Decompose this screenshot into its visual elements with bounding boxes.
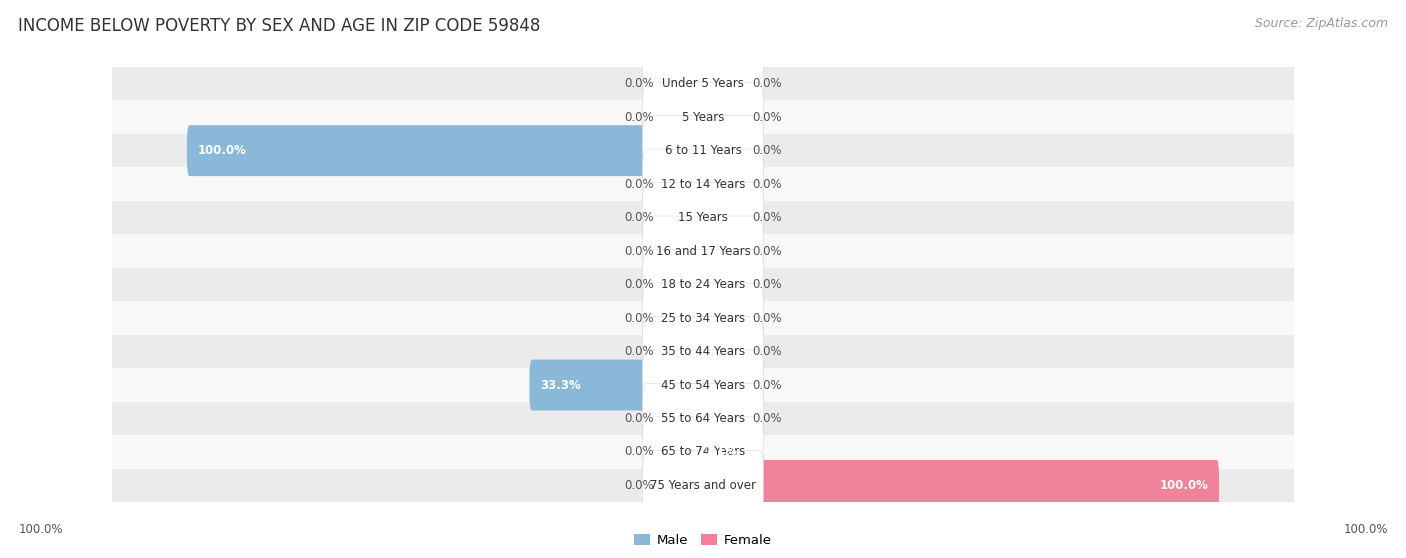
Text: Under 5 Years: Under 5 Years — [662, 77, 744, 90]
FancyBboxPatch shape — [659, 192, 706, 243]
Text: 0.0%: 0.0% — [624, 244, 654, 258]
Text: 0.0%: 0.0% — [624, 311, 654, 325]
Text: INCOME BELOW POVERTY BY SEX AND AGE IN ZIP CODE 59848: INCOME BELOW POVERTY BY SEX AND AGE IN Z… — [18, 17, 541, 35]
Bar — [112, 402, 1294, 435]
FancyBboxPatch shape — [700, 92, 747, 143]
FancyBboxPatch shape — [659, 225, 706, 277]
Text: 55 to 64 Years: 55 to 64 Years — [661, 412, 745, 425]
Text: 45 to 54 Years: 45 to 54 Years — [661, 378, 745, 392]
Bar — [112, 100, 1294, 134]
Bar — [112, 301, 1294, 335]
Text: Source: ZipAtlas.com: Source: ZipAtlas.com — [1254, 17, 1388, 30]
Text: 0.0%: 0.0% — [752, 144, 782, 157]
Text: 0.0%: 0.0% — [624, 211, 654, 224]
Bar — [112, 435, 1294, 469]
Text: 15 Years: 15 Years — [678, 211, 728, 224]
FancyBboxPatch shape — [659, 460, 706, 511]
Text: 0.0%: 0.0% — [624, 278, 654, 291]
Bar — [112, 201, 1294, 234]
FancyBboxPatch shape — [659, 426, 706, 478]
Text: 6 to 11 Years: 6 to 11 Years — [665, 144, 741, 157]
FancyBboxPatch shape — [700, 292, 747, 344]
Bar — [112, 234, 1294, 268]
FancyBboxPatch shape — [700, 225, 747, 277]
Text: 0.0%: 0.0% — [752, 110, 782, 124]
Text: 18 to 24 Years: 18 to 24 Years — [661, 278, 745, 291]
Text: 0.0%: 0.0% — [752, 177, 782, 191]
FancyBboxPatch shape — [700, 125, 747, 176]
FancyBboxPatch shape — [700, 359, 747, 411]
FancyBboxPatch shape — [659, 259, 706, 310]
FancyBboxPatch shape — [643, 383, 763, 454]
FancyBboxPatch shape — [700, 460, 1219, 511]
Bar — [112, 167, 1294, 201]
Text: 0.0%: 0.0% — [624, 445, 654, 459]
Text: 33.3%: 33.3% — [540, 378, 581, 392]
Text: 0.0%: 0.0% — [752, 77, 782, 90]
Text: 0.0%: 0.0% — [752, 244, 782, 258]
Text: 100.0%: 100.0% — [1160, 479, 1209, 492]
Bar — [112, 335, 1294, 368]
Text: 16 and 17 Years: 16 and 17 Years — [655, 244, 751, 258]
FancyBboxPatch shape — [659, 158, 706, 210]
FancyBboxPatch shape — [643, 49, 763, 119]
Text: 0.0%: 0.0% — [624, 77, 654, 90]
Text: 0.0%: 0.0% — [752, 211, 782, 224]
FancyBboxPatch shape — [187, 125, 706, 176]
Text: 0.0%: 0.0% — [624, 412, 654, 425]
Text: 0.0%: 0.0% — [624, 345, 654, 358]
FancyBboxPatch shape — [700, 259, 747, 310]
Bar — [112, 134, 1294, 167]
FancyBboxPatch shape — [659, 92, 706, 143]
FancyBboxPatch shape — [700, 58, 747, 109]
Legend: Male, Female: Male, Female — [628, 528, 778, 552]
Bar — [112, 469, 1294, 502]
Text: 100.0%: 100.0% — [1343, 523, 1388, 536]
Bar — [112, 67, 1294, 100]
Text: 75 Years and over: 75 Years and over — [650, 479, 756, 492]
FancyBboxPatch shape — [530, 359, 706, 411]
FancyBboxPatch shape — [659, 393, 706, 444]
Text: 0.0%: 0.0% — [752, 378, 782, 392]
FancyBboxPatch shape — [700, 326, 747, 377]
Text: 100.0%: 100.0% — [18, 523, 63, 536]
FancyBboxPatch shape — [643, 450, 763, 521]
Text: 0.0%: 0.0% — [624, 177, 654, 191]
FancyBboxPatch shape — [643, 283, 763, 353]
FancyBboxPatch shape — [659, 58, 706, 109]
Text: 0.0%: 0.0% — [752, 345, 782, 358]
Text: 0.0%: 0.0% — [624, 110, 654, 124]
FancyBboxPatch shape — [700, 426, 747, 478]
FancyBboxPatch shape — [700, 158, 747, 210]
FancyBboxPatch shape — [643, 116, 763, 186]
Text: 0.0%: 0.0% — [752, 412, 782, 425]
Text: 35 to 44 Years: 35 to 44 Years — [661, 345, 745, 358]
Bar — [112, 368, 1294, 402]
FancyBboxPatch shape — [659, 292, 706, 344]
Bar — [112, 268, 1294, 301]
FancyBboxPatch shape — [659, 326, 706, 377]
FancyBboxPatch shape — [643, 249, 763, 320]
FancyBboxPatch shape — [700, 393, 747, 444]
Text: 25 to 34 Years: 25 to 34 Years — [661, 311, 745, 325]
Text: 5 Years: 5 Years — [682, 110, 724, 124]
Text: 12 to 14 Years: 12 to 14 Years — [661, 177, 745, 191]
FancyBboxPatch shape — [643, 316, 763, 387]
FancyBboxPatch shape — [643, 82, 763, 152]
Text: 0.0%: 0.0% — [624, 479, 654, 492]
Text: 0.0%: 0.0% — [752, 311, 782, 325]
FancyBboxPatch shape — [700, 192, 747, 243]
FancyBboxPatch shape — [643, 182, 763, 253]
Text: 7.1%: 7.1% — [704, 445, 737, 459]
FancyBboxPatch shape — [643, 216, 763, 286]
FancyBboxPatch shape — [643, 149, 763, 219]
FancyBboxPatch shape — [643, 417, 763, 487]
Text: 0.0%: 0.0% — [752, 278, 782, 291]
Text: 100.0%: 100.0% — [197, 144, 246, 157]
Text: 65 to 74 Years: 65 to 74 Years — [661, 445, 745, 459]
FancyBboxPatch shape — [643, 350, 763, 420]
